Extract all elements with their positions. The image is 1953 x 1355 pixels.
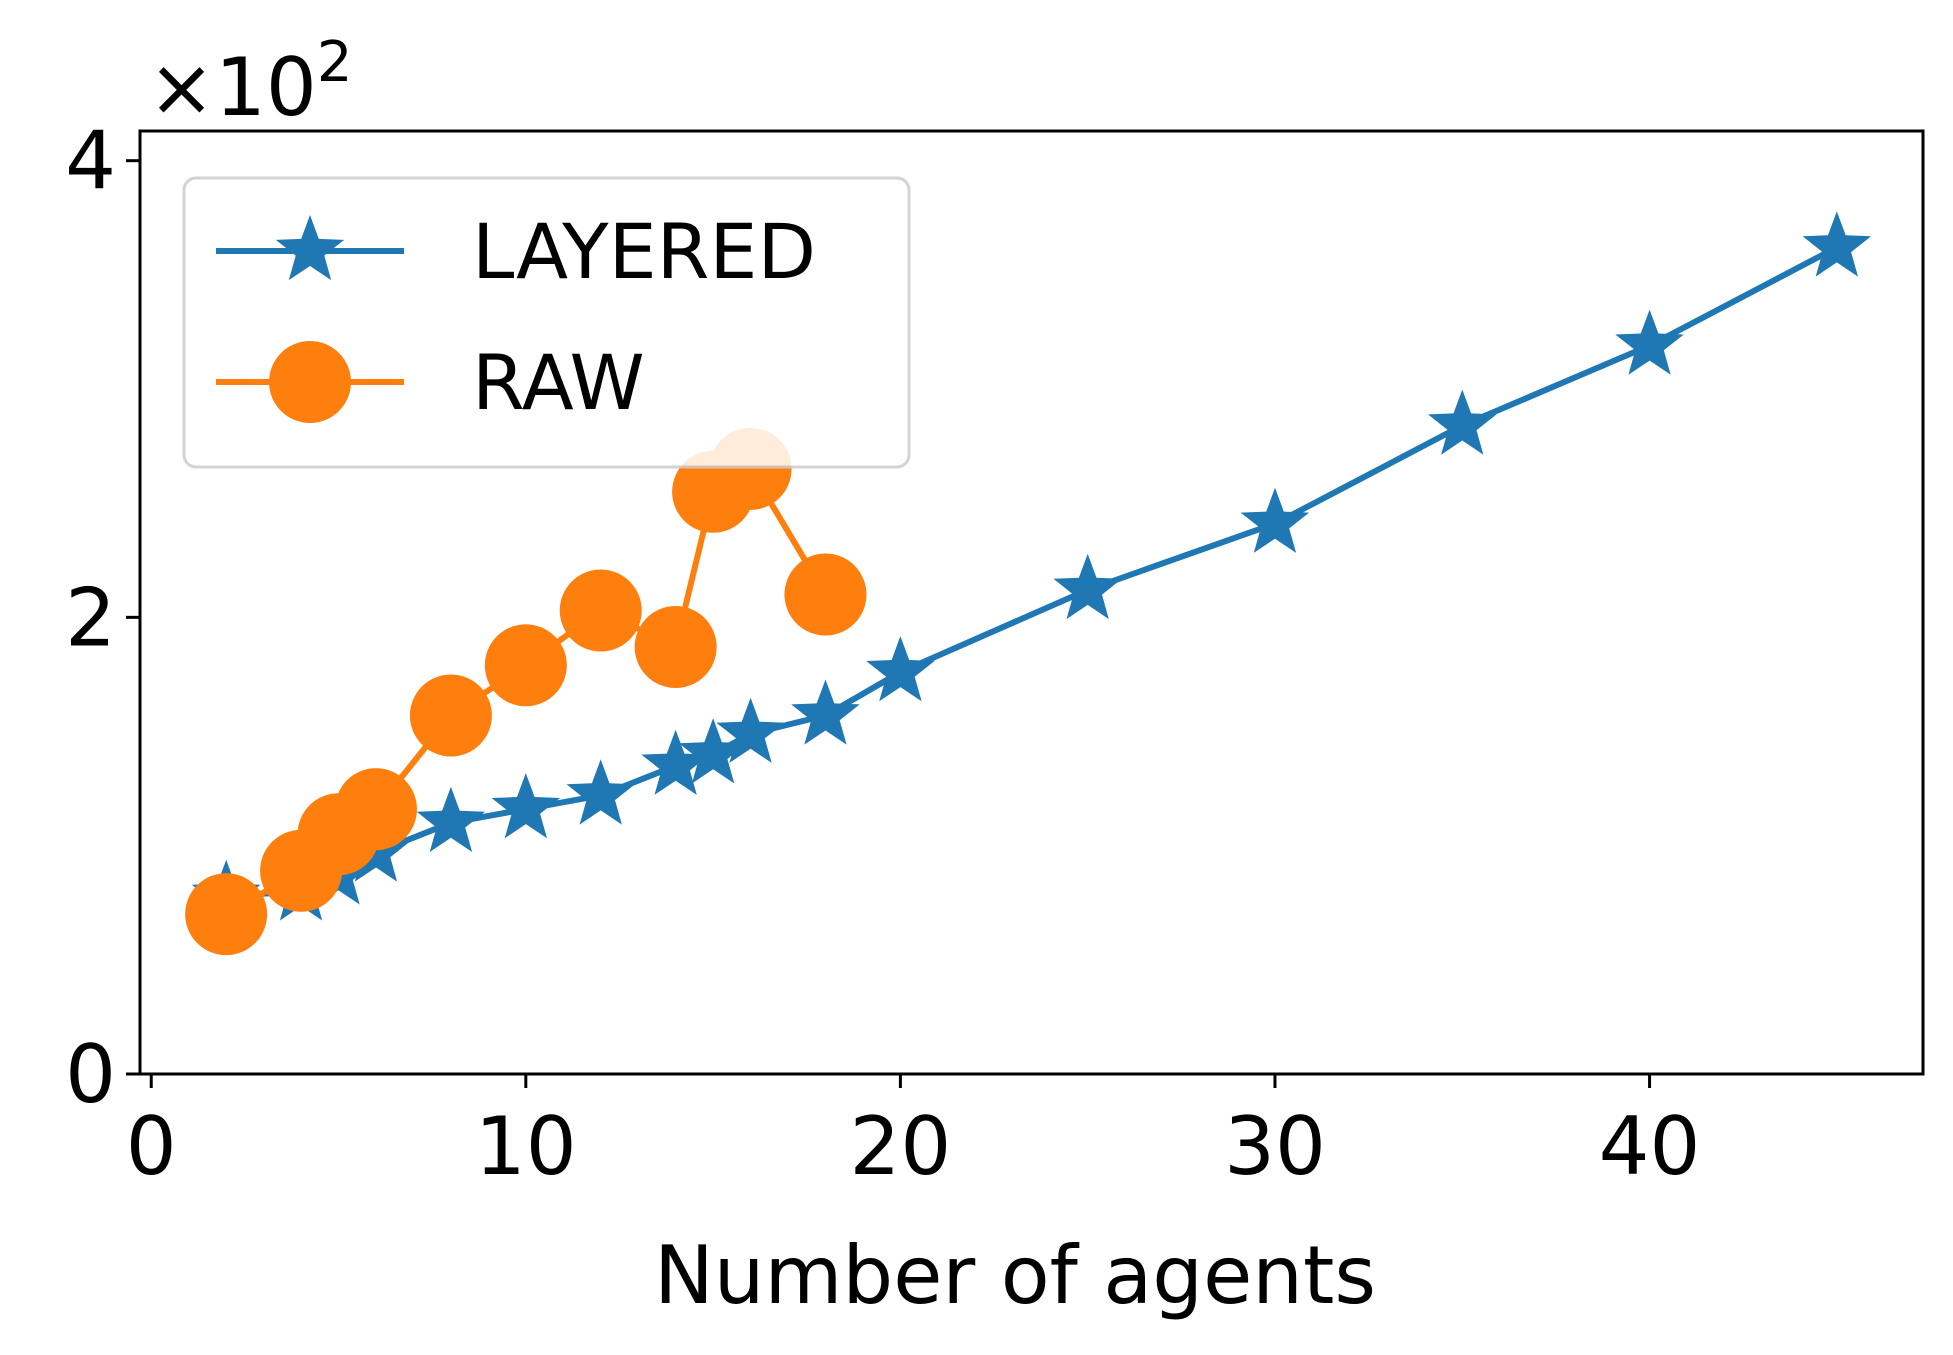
y-tick-label: 4 bbox=[65, 115, 116, 208]
data-point-layered bbox=[678, 718, 748, 784]
data-point-layered bbox=[1053, 553, 1122, 620]
series-raw bbox=[185, 427, 867, 956]
x-tick-label: 10 bbox=[475, 1100, 577, 1193]
data-point-layered bbox=[791, 679, 860, 745]
data-point-raw bbox=[634, 606, 717, 689]
x-axis-title: Number of agents bbox=[654, 1229, 1376, 1322]
y-axis-multiplier: ×102 bbox=[148, 30, 352, 134]
data-point-layered bbox=[566, 759, 635, 825]
x-tick-label: 40 bbox=[1599, 1100, 1701, 1193]
x-tick-label: 20 bbox=[849, 1100, 951, 1193]
data-point-layered bbox=[491, 773, 561, 839]
data-point-raw bbox=[784, 553, 867, 636]
x-tick-label: 0 bbox=[126, 1100, 177, 1193]
legend-entry-raw: RAW bbox=[216, 338, 645, 427]
y-tick-label: 2 bbox=[65, 571, 116, 664]
y-axis-ticks: 0 2 4 bbox=[65, 115, 140, 1121]
data-point-layered bbox=[416, 786, 486, 852]
data-point-raw bbox=[409, 674, 492, 757]
data-point-layered bbox=[1240, 487, 1310, 553]
data-point-raw bbox=[559, 569, 642, 652]
data-point-layered bbox=[641, 729, 710, 795]
series-layer bbox=[185, 211, 1872, 956]
legend-marker-raw bbox=[269, 341, 351, 423]
data-point-layered bbox=[866, 636, 935, 702]
x-axis-ticks: 0 10 20 30 40 bbox=[126, 1074, 1701, 1193]
data-point-layered bbox=[716, 697, 785, 763]
multiplier-base: ×10 bbox=[148, 41, 317, 134]
data-point-raw bbox=[334, 768, 417, 851]
legend-marker-layered bbox=[275, 215, 345, 281]
legend-entries: LAYERED RAW bbox=[216, 207, 816, 427]
data-point-layered bbox=[1615, 309, 1684, 375]
data-point-raw bbox=[185, 873, 268, 956]
data-point-layered bbox=[1802, 211, 1872, 277]
legend-label-raw: RAW bbox=[472, 338, 645, 427]
legend-label-layered: LAYERED bbox=[472, 207, 816, 296]
y-tick-label: 0 bbox=[65, 1028, 116, 1121]
legend: LAYERED RAW bbox=[182, 176, 911, 469]
multiplier-exponent: 2 bbox=[317, 30, 353, 95]
data-point-layered bbox=[1428, 389, 1497, 455]
legend-entry-layered: LAYERED bbox=[216, 207, 816, 296]
x-tick-label: 30 bbox=[1224, 1100, 1326, 1193]
plot-area bbox=[138, 129, 1925, 1076]
data-point-raw bbox=[484, 624, 567, 707]
